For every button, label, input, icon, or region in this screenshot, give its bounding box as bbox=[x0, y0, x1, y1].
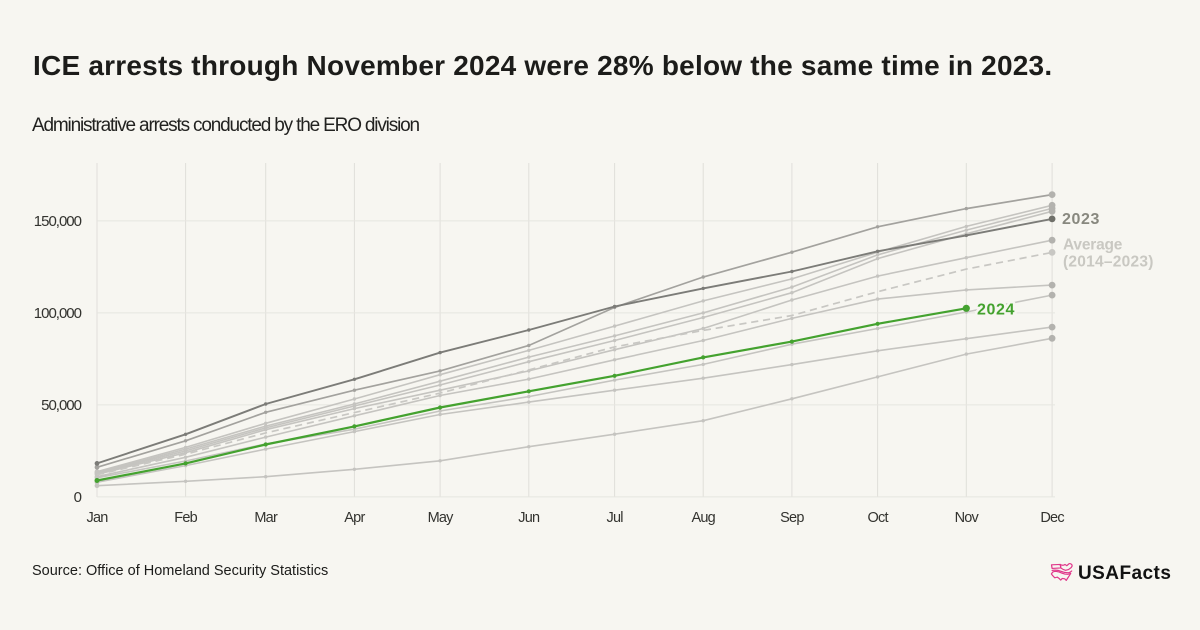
svg-text:Dec: Dec bbox=[1040, 510, 1064, 526]
svg-text:Jan: Jan bbox=[86, 510, 108, 526]
svg-text:Jul: Jul bbox=[607, 510, 624, 526]
svg-text:50,000: 50,000 bbox=[41, 397, 82, 414]
svg-text:USAFacts: USAFacts bbox=[1078, 563, 1171, 584]
svg-text:150,000: 150,000 bbox=[34, 213, 82, 230]
svg-text:Sep: Sep bbox=[780, 510, 804, 526]
svg-text:Oct: Oct bbox=[868, 510, 889, 526]
svg-text:May: May bbox=[428, 510, 455, 526]
svg-text:Nov: Nov bbox=[955, 510, 980, 526]
svg-text:Mar: Mar bbox=[254, 510, 278, 526]
svg-text:0: 0 bbox=[74, 489, 82, 506]
svg-text:Jun: Jun bbox=[518, 510, 540, 526]
svg-text:100,000: 100,000 bbox=[34, 305, 82, 322]
svg-text:Aug: Aug bbox=[691, 510, 715, 526]
svg-text:(2014–2023): (2014–2023) bbox=[1063, 253, 1154, 270]
svg-text:Feb: Feb bbox=[174, 510, 197, 526]
svg-text:2023: 2023 bbox=[1062, 211, 1100, 228]
svg-text:2024: 2024 bbox=[977, 302, 1015, 319]
svg-text:Average: Average bbox=[1063, 236, 1123, 253]
svg-text:Apr: Apr bbox=[344, 510, 365, 526]
